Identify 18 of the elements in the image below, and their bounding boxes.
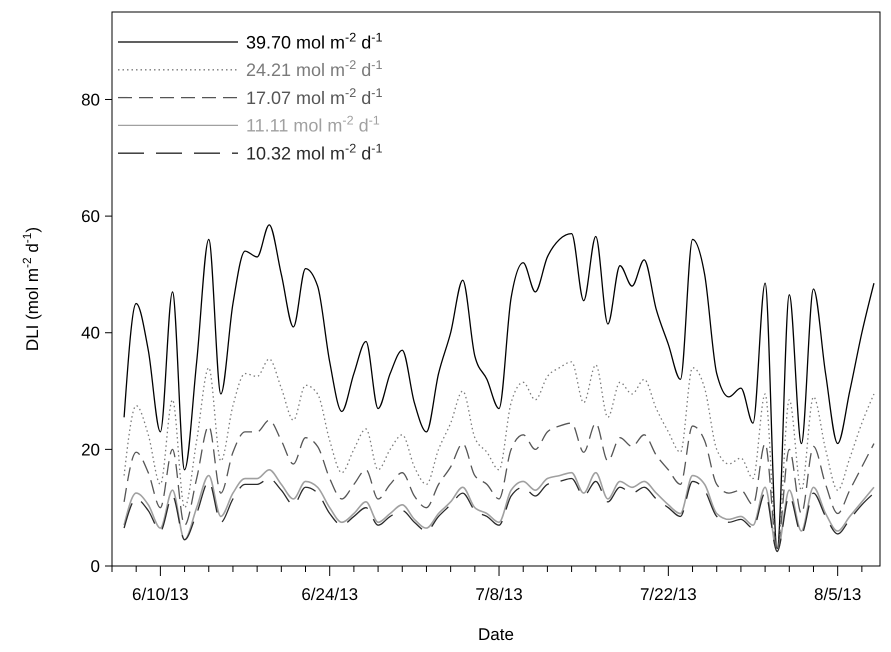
text: 39.70 mol m$^{-2}$ d$^{-1}$ <box>246 30 382 52</box>
x-tick-label: 6/10/13 <box>132 585 189 604</box>
line-series <box>123 224 875 550</box>
x-tick-label: 7/22/13 <box>640 585 697 604</box>
y-tick-label: 0 <box>90 556 100 576</box>
y-tick-label: 60 <box>81 207 100 226</box>
text: 10.32 mol m$^{-2}$ d$^{-1}$ <box>246 142 382 164</box>
x-tick-label: 6/24/13 <box>301 585 358 604</box>
y-tick-label: 20 <box>81 440 100 460</box>
text: 17.07 mol m$^{-2}$ d$^{-1}$ <box>246 86 382 108</box>
line-series <box>123 358 875 552</box>
y-tick-label: 80 <box>81 90 100 110</box>
x-tick-label: 7/8/13 <box>475 585 523 604</box>
x-axis-title: Date <box>478 625 514 644</box>
text: 24.21 mol m$^{-2}$ d$^{-1}$ <box>246 58 382 80</box>
y-tick-label: 40 <box>81 324 100 343</box>
x-tick-label: 8/5/13 <box>814 585 862 604</box>
text: 11.11 mol m$^{-2}$ d$^{-1}$ <box>246 114 380 136</box>
